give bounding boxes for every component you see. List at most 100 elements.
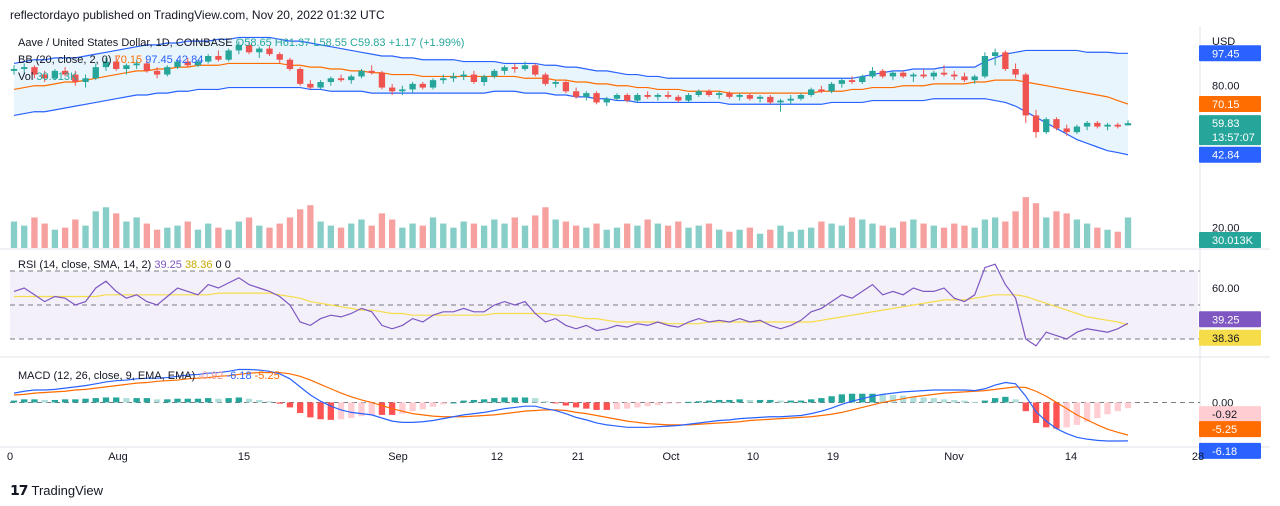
macd-histogram-bar [644, 402, 651, 407]
macd-histogram-bar [787, 400, 794, 403]
volume-bar [245, 217, 253, 248]
rsi-tag: 39.25 [1212, 314, 1240, 326]
candle [215, 56, 222, 60]
macd-histogram-bar [256, 399, 263, 403]
candle [583, 93, 590, 97]
time-tick-label: Nov [944, 451, 964, 463]
time-tick-label: 0 [7, 451, 13, 463]
macd-histogram-bar [123, 398, 130, 403]
candle [378, 72, 386, 88]
volume-bar [1043, 217, 1050, 248]
volume-bar [501, 223, 508, 248]
candle [511, 67, 518, 69]
bb-legend-lower: 42.84 [176, 54, 204, 66]
macd-histogram-bar [296, 402, 304, 414]
volume-bar [215, 227, 222, 248]
footer[interactable]: 𝟭𝟳 TradingView [10, 482, 103, 499]
volume-bar [624, 223, 631, 248]
volume-bar [368, 225, 375, 248]
volume-bar [327, 225, 334, 248]
macd-histogram-bar [82, 398, 89, 403]
macd-histogram-bar [225, 398, 232, 403]
macd-histogram-bar [440, 402, 447, 405]
volume-bar [235, 221, 243, 248]
macd-histogram-bar [143, 398, 151, 403]
macd-histogram-bar [542, 401, 549, 403]
volume-bar [1124, 217, 1132, 248]
volume-bar [808, 227, 815, 248]
candle [1012, 69, 1019, 75]
volume-bar [164, 227, 171, 248]
candle [358, 70, 365, 77]
macd-histogram-bar [991, 398, 999, 403]
macd-line [13, 368, 1129, 442]
volume-bar [82, 225, 89, 248]
volume-bar [899, 221, 907, 248]
macd-histogram-bar [756, 399, 764, 403]
macd-histogram-bar [102, 397, 110, 403]
macd-histogram-bar [480, 399, 488, 403]
volume-bar [848, 217, 856, 248]
candle [889, 72, 897, 77]
rsi-legend-v3: 0 [216, 259, 225, 271]
candle [1094, 122, 1101, 127]
candle [746, 95, 754, 99]
volume-bar [593, 223, 600, 248]
bb-lower-tag-bg [1199, 146, 1261, 163]
candle [10, 69, 18, 71]
rsi-tick-label: 60.00 [1212, 283, 1240, 295]
macd-histogram-bar [61, 399, 69, 403]
candle [818, 89, 825, 92]
last-price-tag-bg [1199, 115, 1261, 146]
time-tick-label: Sep [388, 451, 408, 463]
macd-signal-line [13, 371, 1129, 436]
volume-bar [1114, 231, 1121, 248]
candle [603, 98, 610, 103]
candle [348, 76, 355, 81]
macd-legend-title: MACD (12, 26, close, 9, EMA, EMA) [18, 370, 198, 382]
volume-tick-label: 20.00 [1212, 223, 1240, 235]
volume-bar [409, 223, 416, 248]
volume-bar [92, 211, 99, 248]
volume-bar [552, 219, 559, 248]
macd-histogram-bar [174, 398, 181, 403]
candle [409, 83, 416, 90]
macd-histogram-bar [470, 399, 478, 403]
candle [82, 78, 89, 82]
volume-bar [429, 217, 437, 248]
volume-bar [542, 207, 549, 248]
macd-legend-signal: -5.25 [255, 370, 280, 382]
macd-hist-tag-bg [1199, 406, 1261, 423]
currency-label: USD [1212, 36, 1235, 48]
volume-bar [41, 223, 48, 248]
macd-histogram-bar [113, 397, 120, 403]
macd-histogram-bar [1063, 402, 1070, 428]
macd-histogram-bar [572, 402, 580, 408]
candle [1022, 74, 1029, 116]
legend-close: C59.83 [350, 37, 389, 49]
macd-histogram-bar [889, 394, 897, 403]
volume-bar [31, 217, 38, 248]
rsi-legend-ma: 38.36 [185, 259, 216, 271]
volume-bar [286, 217, 294, 248]
volume-bar [358, 219, 365, 248]
macd-histogram-bar [685, 401, 692, 403]
macd-histogram-bar [92, 398, 99, 403]
macd-histogram-bar [419, 402, 426, 410]
time-tick-label: 14 [1065, 451, 1077, 463]
macd-histogram-bar [521, 397, 529, 403]
candle [675, 96, 682, 101]
candle [562, 82, 570, 92]
bb-lower-tag: 42.84 [1212, 150, 1240, 162]
macd-histogram-bar [348, 402, 355, 418]
volume-bar [787, 231, 794, 248]
macd-histogram-bar [450, 402, 457, 404]
volume-bar [716, 229, 723, 248]
rsi-ma-tag-bg [1199, 329, 1261, 346]
candle [450, 76, 457, 79]
macd-histogram-bar [235, 397, 243, 403]
candle [705, 91, 713, 95]
macd-histogram-bar [808, 399, 815, 403]
volume-bar [940, 227, 948, 248]
